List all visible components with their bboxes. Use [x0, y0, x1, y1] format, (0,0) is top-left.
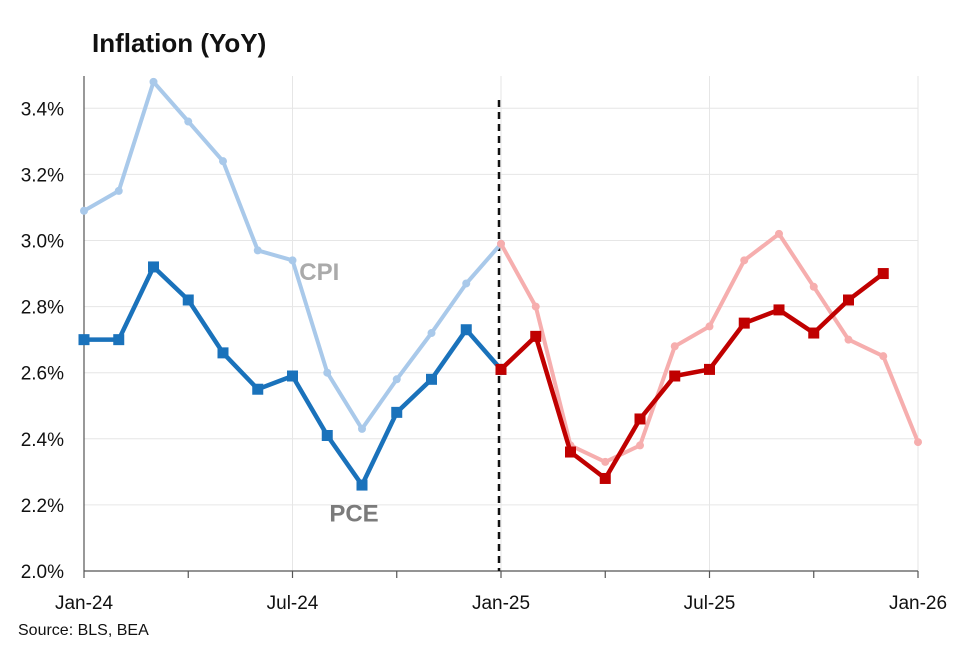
- x-tick-label: Jan-26: [889, 593, 947, 614]
- data-point-square: [460, 324, 472, 336]
- x-axis-ticks: Jan-24 Jul-24 Jan-25 Jul-25 Jan-26: [55, 571, 947, 614]
- data-point-square: [773, 304, 785, 316]
- data-point-square: [669, 370, 681, 382]
- data-point-square: [877, 268, 889, 280]
- data-point-square: [530, 330, 542, 342]
- data-point-circle: [358, 424, 366, 433]
- source-note: Source: BLS, BEA: [18, 622, 149, 639]
- data-point-circle: [392, 375, 401, 384]
- data-point-square: [495, 363, 507, 375]
- x-tick-label: Jul-24: [267, 593, 319, 614]
- series-label-cpi: CPI: [299, 259, 339, 286]
- data-point-square: [148, 261, 159, 273]
- data-point-circle: [740, 256, 749, 265]
- x-tick-label: Jul-25: [684, 593, 736, 614]
- y-tick-label: 3.4%: [21, 99, 64, 120]
- data-point-square: [426, 373, 437, 385]
- y-tick-label: 3.0%: [21, 232, 64, 253]
- series-group: [78, 77, 922, 491]
- data-point-square: [634, 413, 646, 425]
- y-tick-label: 2.6%: [21, 364, 64, 385]
- data-point-circle: [462, 279, 471, 288]
- data-point-circle: [497, 239, 505, 248]
- y-tick-label: 2.8%: [21, 298, 64, 319]
- data-point-square: [252, 383, 264, 395]
- data-point-square: [738, 317, 750, 329]
- data-point-circle: [809, 282, 818, 291]
- data-point-square: [565, 446, 576, 458]
- data-point-circle: [531, 302, 540, 311]
- y-tick-label: 2.4%: [21, 430, 64, 451]
- data-point-circle: [219, 157, 227, 166]
- square-post-line: [498, 271, 886, 481]
- data-point-circle: [844, 335, 853, 344]
- data-point-circle: [184, 117, 193, 126]
- data-point-square: [391, 406, 403, 418]
- data-point-square: [599, 472, 611, 484]
- data-point-circle: [775, 229, 783, 238]
- chart-title: Inflation (YoY): [92, 28, 267, 58]
- y-tick-label: 2.2%: [21, 496, 64, 517]
- data-point-circle: [601, 457, 610, 466]
- data-point-circle: [879, 352, 888, 361]
- series-label-pce: PCE: [329, 500, 378, 527]
- data-point-circle: [323, 368, 332, 377]
- data-point-circle: [914, 438, 922, 447]
- y-axis-tick-labels: 2.0% 2.2% 2.4% 2.6% 2.8% 3.0% 3.2% 3.4%: [21, 99, 64, 583]
- data-point-square: [321, 429, 333, 441]
- x-tick-label: Jan-24: [55, 593, 114, 614]
- y-tick-label: 3.2%: [21, 165, 64, 186]
- data-point-circle: [705, 322, 714, 331]
- data-point-square: [808, 327, 820, 339]
- data-point-square: [287, 370, 298, 382]
- x-tick-label: Jan-25: [472, 593, 530, 614]
- data-point-square: [704, 363, 715, 375]
- data-point-circle: [80, 206, 88, 215]
- data-point-square: [78, 334, 90, 346]
- data-point-square: [356, 479, 368, 491]
- data-point-circle: [670, 342, 679, 351]
- data-point-square: [113, 334, 125, 346]
- data-point-circle: [149, 77, 158, 86]
- annotation-group: CPI PCE: [299, 259, 378, 527]
- data-point-square: [217, 347, 229, 359]
- grid-lines: [83, 76, 919, 572]
- y-tick-label: 2.0%: [21, 562, 64, 583]
- data-point-square: [182, 294, 194, 306]
- data-point-square: [843, 294, 854, 306]
- data-point-circle: [253, 246, 262, 255]
- data-point-circle: [288, 256, 297, 265]
- data-point-circle: [636, 441, 644, 450]
- data-point-circle: [114, 186, 123, 195]
- data-point-circle: [427, 329, 436, 338]
